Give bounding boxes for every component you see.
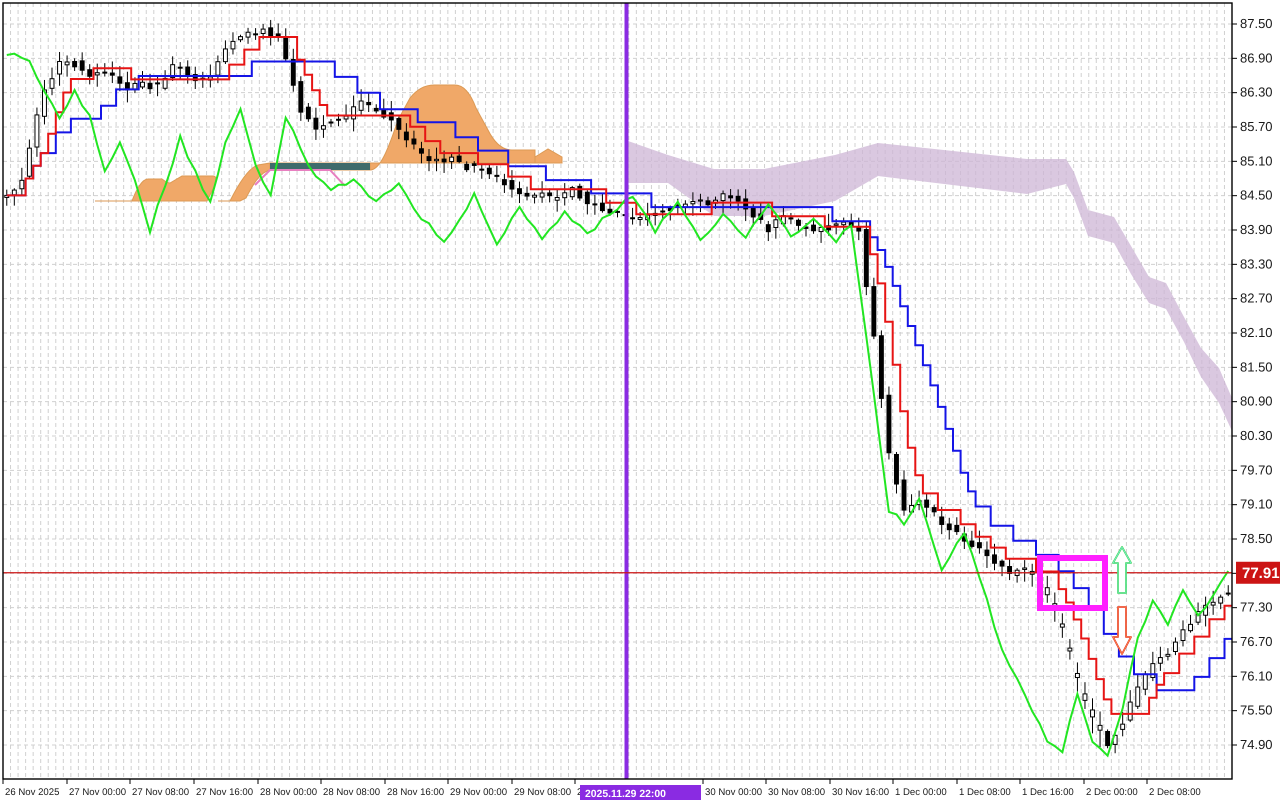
svg-text:26 Nov 2025: 26 Nov 2025 [5,787,59,798]
svg-text:30 Nov 16:00: 30 Nov 16:00 [832,787,889,798]
svg-text:76.10: 76.10 [1240,668,1273,683]
svg-text:79.70: 79.70 [1240,462,1273,477]
svg-text:2 Dec 08:00: 2 Dec 08:00 [1149,787,1201,798]
svg-text:2025.11.29 22:00: 2025.11.29 22:00 [585,789,666,800]
svg-text:85.70: 85.70 [1240,119,1273,134]
svg-text:84.50: 84.50 [1240,188,1273,203]
svg-text:2 Dec 00:00: 2 Dec 00:00 [1086,787,1138,798]
svg-text:82.70: 82.70 [1240,291,1273,306]
svg-text:83.30: 83.30 [1240,256,1273,271]
svg-text:86.90: 86.90 [1240,50,1273,65]
svg-text:29 Nov 08:00: 29 Nov 08:00 [514,787,571,798]
svg-text:28 Nov 00:00: 28 Nov 00:00 [260,787,317,798]
svg-text:76.70: 76.70 [1240,634,1273,649]
svg-text:77.91: 77.91 [1242,565,1280,582]
svg-text:27 Nov 00:00: 27 Nov 00:00 [69,787,126,798]
svg-text:1 Dec 16:00: 1 Dec 16:00 [1022,787,1074,798]
svg-text:30 Nov 08:00: 30 Nov 08:00 [768,787,825,798]
svg-text:75.50: 75.50 [1240,703,1273,718]
svg-text:29 Nov 00:00: 29 Nov 00:00 [450,787,507,798]
svg-text:86.30: 86.30 [1240,85,1273,100]
svg-text:1 Dec 00:00: 1 Dec 00:00 [895,787,947,798]
svg-text:80.30: 80.30 [1240,428,1273,443]
svg-text:74.90: 74.90 [1240,737,1273,752]
svg-text:80.90: 80.90 [1240,394,1273,409]
svg-text:85.10: 85.10 [1240,153,1273,168]
svg-text:77.30: 77.30 [1240,600,1273,615]
svg-text:87.50: 87.50 [1240,16,1273,31]
svg-text:30 Nov 00:00: 30 Nov 00:00 [705,787,762,798]
svg-text:28 Nov 16:00: 28 Nov 16:00 [387,787,444,798]
svg-text:82.10: 82.10 [1240,325,1273,340]
svg-text:28 Nov 08:00: 28 Nov 08:00 [323,787,380,798]
svg-text:27 Nov 16:00: 27 Nov 16:00 [196,787,253,798]
svg-text:79.10: 79.10 [1240,497,1273,512]
svg-text:81.50: 81.50 [1240,359,1273,374]
svg-text:1 Dec 08:00: 1 Dec 08:00 [959,787,1011,798]
svg-text:27 Nov 08:00: 27 Nov 08:00 [132,787,189,798]
svg-text:78.50: 78.50 [1240,531,1273,546]
svg-text:83.90: 83.90 [1240,222,1273,237]
